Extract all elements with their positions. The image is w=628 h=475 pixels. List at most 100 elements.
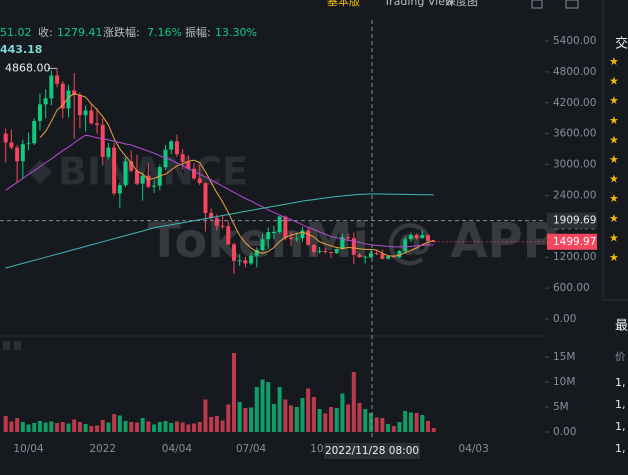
candle-body [363,256,368,258]
volume-bar [380,418,385,432]
volume-bar [363,409,368,432]
favorite-star[interactable]: ★ [609,231,619,244]
candle-body [197,178,202,184]
favorite-star[interactable]: ★ [609,55,619,68]
candle-body [249,255,254,264]
favorite-star[interactable]: ★ [609,192,619,205]
side-row: 1, [615,376,626,389]
x-tick-label: 04/03 [459,443,489,455]
header-label: 收: [38,25,53,39]
candle-body [169,141,174,150]
volume-bar [112,414,117,432]
candle-body [426,235,431,241]
volume-bar [294,407,299,432]
candle-body [254,250,259,256]
favorite-star[interactable]: ★ [609,212,619,225]
volume-bar [129,422,134,432]
volume-bar [420,415,425,432]
candle-body [77,95,82,116]
panel-icon[interactable] [3,341,10,350]
panel-icon[interactable] [14,341,21,350]
volume-bar [266,382,271,432]
tab[interactable]: 深度图 [445,0,478,8]
volume-tick-label: 10M [553,376,575,388]
settings-icon[interactable] [565,0,579,9]
volume-tick-label: 15M [553,351,575,363]
volume-bar [180,422,185,432]
favorite-star[interactable]: ★ [609,114,619,127]
tab[interactable]: 基本版 [327,0,360,8]
volume-bar [311,397,316,432]
y-tick-label: 4200.00 [553,97,596,109]
volume-bar [49,421,54,432]
volume-bar [169,423,174,432]
favorite-star[interactable]: ★ [609,94,619,107]
candle-body [37,104,42,121]
volume-bar [386,424,391,432]
volume-bar [95,425,100,432]
volume-bar [277,387,282,432]
favorite-star[interactable]: ★ [609,251,619,264]
expand-icon[interactable] [531,0,543,9]
favorite-star[interactable]: ★ [609,153,619,166]
favorite-star[interactable]: ★ [609,75,619,88]
volume-bar [83,424,88,432]
favorite-star[interactable]: ★ [609,133,619,146]
y-tick-label: 1200.00 [553,251,596,263]
candle-body [192,168,197,179]
x-tick-label: 07/04 [236,443,267,455]
side-title: 最 [615,319,628,334]
ma-line [5,193,434,269]
volume-bar [323,413,328,432]
volume-tick-label: 5M [553,401,569,413]
volume-bar [192,423,197,432]
volume-bar [289,405,294,432]
volume-bar [226,404,231,432]
volume-bar [60,422,65,432]
candle-body [237,260,242,262]
candle-body [72,90,77,96]
volume-bar [43,422,48,432]
candle-body [408,235,413,240]
candle-body [328,252,333,254]
volume-bar [357,403,362,432]
header-label: 涨跌幅: [103,25,140,39]
side-row: 1, [615,420,626,433]
header-value: 7.16% [147,26,182,39]
volume-bar [243,408,248,432]
volume-bar [37,421,42,432]
y-tick-label: 0.00 [553,313,576,325]
candle-body [397,251,402,258]
candle-body [420,235,425,239]
candle-body [300,230,305,239]
volume-bar [220,420,225,432]
volume-bar [123,421,128,432]
volume-bar [271,404,276,432]
x-tick-label: 2022 [89,443,116,455]
candle-body [351,238,356,255]
volume-bar [334,408,339,432]
candle-body [15,147,20,162]
candle-body [403,239,408,252]
volume-bar [254,387,259,432]
volume-bar [174,421,179,432]
volume-bar [89,426,94,432]
volume-bar [351,372,356,432]
volume-bar [414,413,419,432]
candle-body [214,218,219,226]
candle-body [152,185,157,187]
candle-body [89,110,94,124]
candle-body [340,237,345,249]
favorite-star[interactable]: ★ [609,173,619,186]
volume-bar [317,409,322,432]
watermark-logo [28,160,52,184]
volume-bar [340,393,345,432]
candle-body [220,225,225,227]
volume-tick-label: 0.00 [553,426,576,438]
tab[interactable]: Trading View [383,0,454,8]
volume-bar [140,418,145,432]
volume-bar [397,422,402,432]
candle-body [123,161,128,186]
candle-body [43,98,48,105]
candle-body [32,120,37,144]
